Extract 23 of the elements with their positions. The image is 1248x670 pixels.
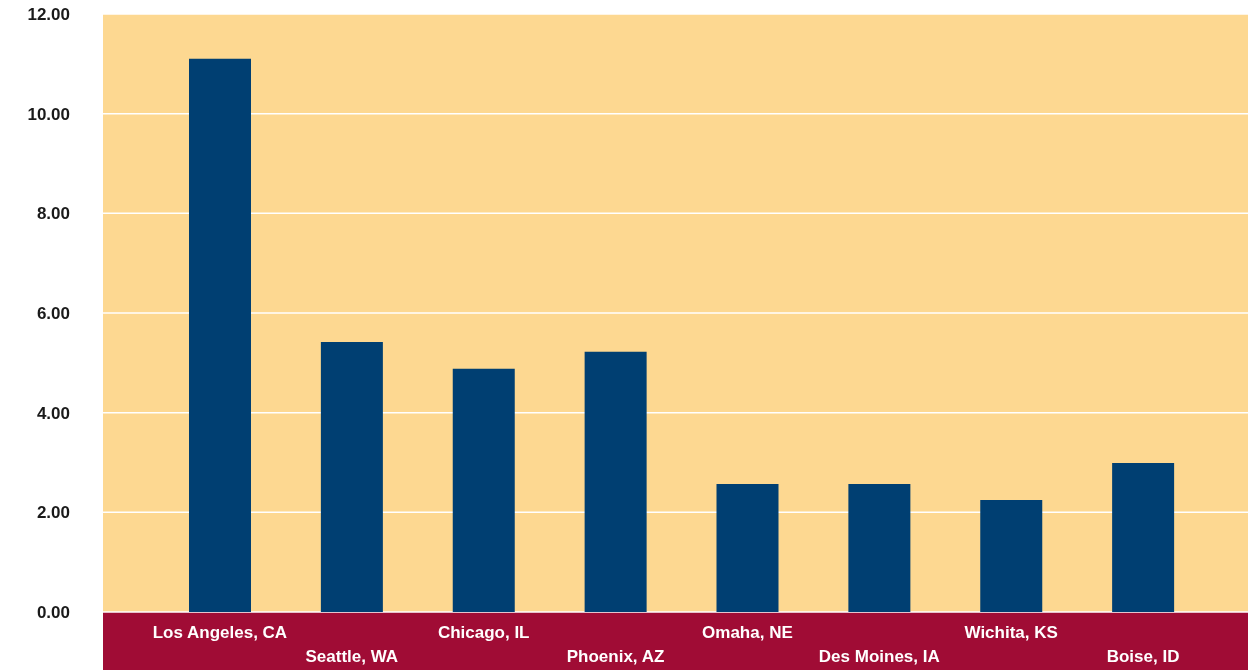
x-tick-label: Boise, ID — [1106, 647, 1180, 666]
y-tick-label: 0.00 — [36, 603, 70, 623]
x-tick-label: Los Angeles, CA — [152, 623, 288, 642]
x-tick-label: Chicago, IL — [437, 623, 530, 642]
bar — [980, 499, 1043, 612]
bar — [452, 368, 515, 612]
y-tick-label: 12.00 — [27, 5, 70, 25]
x-tick-label: Omaha, NE — [702, 623, 793, 642]
bar — [716, 483, 779, 612]
y-tick-label: 4.00 — [36, 403, 70, 423]
y-tick-label: 10.00 — [27, 104, 70, 124]
x-tick-label: Seattle, WA — [305, 647, 399, 666]
x-tick-label: Phoenix, AZ — [566, 647, 665, 666]
bar — [1112, 463, 1175, 612]
bar — [584, 351, 647, 612]
y-tick-label: 8.00 — [36, 204, 70, 224]
bar — [320, 341, 383, 612]
bar — [848, 483, 911, 612]
x-tick-label: Des Moines, IA — [818, 647, 940, 666]
x-tick-label: Wichita, KS — [964, 623, 1058, 642]
y-tick-label: 2.00 — [36, 503, 70, 523]
bar — [189, 58, 251, 612]
y-tick-label: 6.00 — [36, 304, 70, 324]
